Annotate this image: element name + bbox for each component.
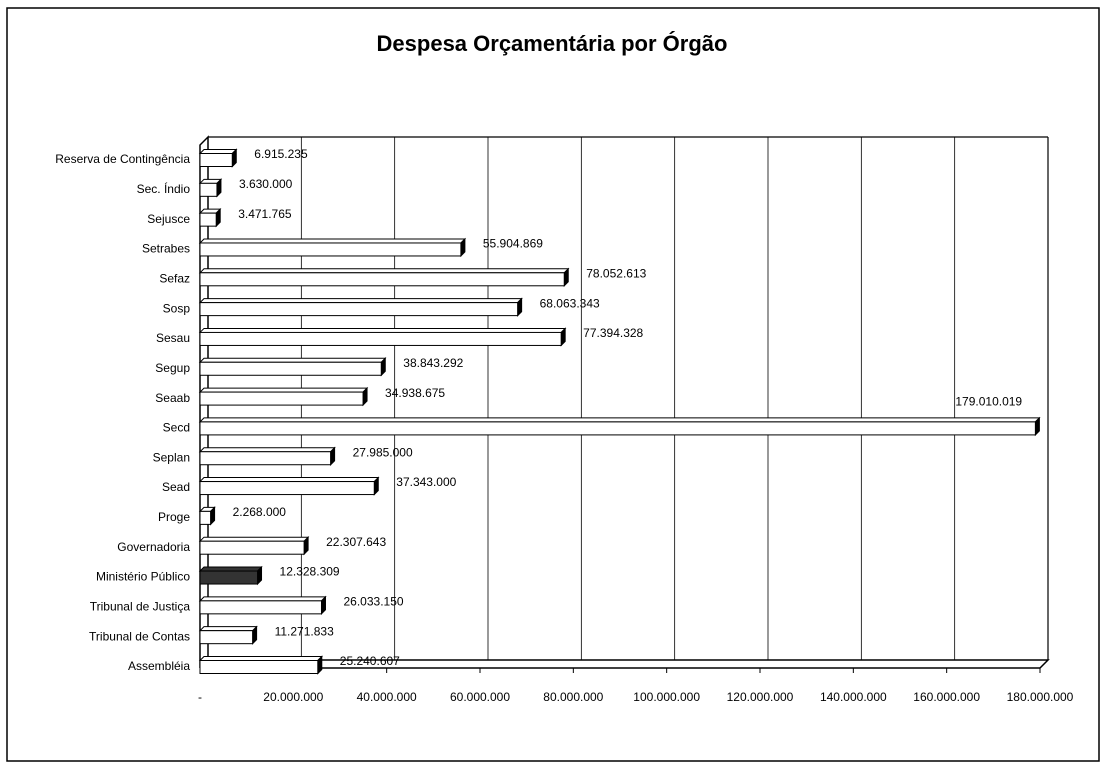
value-label: 12.328.309 (280, 565, 340, 579)
x-tick-label: 80.000.000 (543, 690, 603, 704)
value-label: 55.904.869 (483, 237, 543, 251)
y-tick-label: Setrabes (142, 242, 190, 256)
y-tick-label: Governadoria (117, 540, 190, 554)
value-label: 25.240.607 (340, 654, 400, 668)
bar (198, 446, 336, 466)
bar (198, 506, 216, 526)
bar (198, 476, 380, 496)
value-label: 26.033.150 (343, 595, 403, 609)
x-tick-label: 100.000.000 (633, 690, 700, 704)
bar (198, 327, 567, 347)
value-label: 68.063.343 (540, 296, 600, 310)
y-tick-label: Sec. Índio (137, 181, 191, 196)
y-tick-label: Segup (155, 361, 190, 375)
bar (198, 148, 238, 168)
y-tick-label: Sesau (156, 331, 190, 345)
x-tick-label: 60.000.000 (450, 690, 510, 704)
bar (198, 565, 263, 586)
value-label: 27.985.000 (353, 445, 413, 459)
y-tick-label: Tribunal de Contas (89, 629, 190, 643)
chart-title: Despesa Orçamentária por Órgão (377, 31, 728, 56)
value-label: 11.271.833 (275, 624, 334, 638)
x-tick-label: 160.000.000 (913, 690, 980, 704)
y-tick-label: Sosp (163, 301, 191, 315)
y-tick-label: Tribunal de Justiça (90, 600, 191, 614)
bar (198, 237, 467, 258)
y-tick-label: Sead (162, 480, 190, 494)
y-tick-label: Sefaz (159, 271, 190, 285)
x-tick-label: 120.000.000 (727, 690, 794, 704)
x-tick-label: - (198, 690, 202, 704)
y-tick-label: Seaab (155, 391, 190, 405)
bar (198, 386, 369, 407)
bar (198, 416, 1041, 437)
y-tick-label: Seplan (153, 450, 190, 464)
value-label: 3.630.000 (239, 177, 293, 191)
x-tick-label: 140.000.000 (820, 690, 887, 704)
bar (198, 297, 523, 317)
y-tick-label: Assembléia (128, 659, 190, 673)
y-tick-label: Sejusce (147, 212, 190, 226)
y-tick-label: Secd (163, 421, 190, 435)
value-label: 6.915.235 (254, 147, 308, 161)
bar (198, 655, 323, 675)
bar (198, 535, 310, 556)
value-label: 3.471.765 (238, 207, 292, 221)
bar (198, 178, 223, 198)
plot-floor (200, 659, 1050, 669)
y-tick-label: Proge (158, 510, 190, 524)
x-tick-label: 180.000.000 (1007, 690, 1074, 704)
bar (198, 625, 258, 645)
value-label: 78.052.613 (586, 266, 646, 280)
value-label: 179.010.019 (955, 395, 1022, 409)
bar (198, 207, 222, 228)
y-tick-label: Reserva de Contingência (55, 152, 190, 166)
value-label: 22.307.643 (326, 535, 386, 549)
bar (198, 595, 327, 616)
value-label: 37.343.000 (396, 475, 456, 489)
value-label: 38.843.292 (403, 356, 463, 370)
x-tick-label: 40.000.000 (357, 690, 417, 704)
bar (198, 357, 387, 377)
value-label: 77.394.328 (583, 326, 643, 340)
x-tick-label: 20.000.000 (263, 690, 323, 704)
value-label: 2.268.000 (233, 505, 287, 519)
bar (198, 267, 570, 288)
chart-frame (6, 7, 1100, 762)
y-tick-label: Ministério Público (96, 570, 190, 584)
value-label: 34.938.675 (385, 386, 445, 400)
